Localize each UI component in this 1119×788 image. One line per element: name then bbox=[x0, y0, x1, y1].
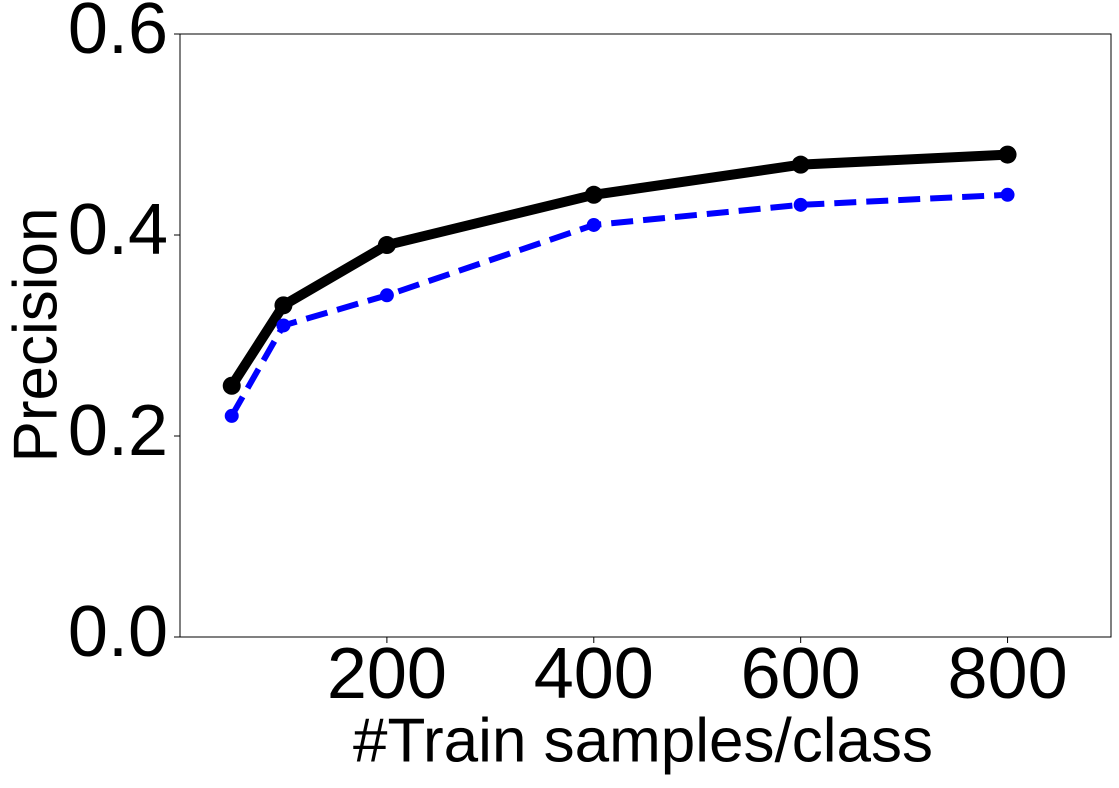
x-tick-label: 800 bbox=[947, 634, 1067, 714]
data-point bbox=[377, 236, 396, 255]
data-point bbox=[379, 288, 394, 303]
data-point bbox=[791, 155, 810, 174]
data-point bbox=[276, 318, 291, 333]
series-line bbox=[229, 191, 1008, 418]
data-point bbox=[224, 408, 239, 423]
y-axis-label: Precision bbox=[1, 208, 70, 463]
x-tick-label: 400 bbox=[534, 634, 654, 714]
data-point bbox=[586, 217, 601, 232]
y-tick-label: 0.0 bbox=[68, 592, 168, 672]
plot-frame bbox=[179, 33, 1112, 638]
x-tick-label: 200 bbox=[327, 634, 447, 714]
y-tick-label: 0.6 bbox=[68, 0, 168, 69]
data-point bbox=[584, 185, 603, 204]
data-point bbox=[222, 376, 241, 395]
series-line bbox=[227, 149, 1008, 389]
y-tick-label: 0.2 bbox=[68, 391, 168, 471]
y-tick-label: 0.4 bbox=[68, 190, 168, 270]
x-tick-label: 600 bbox=[741, 634, 861, 714]
data-point bbox=[793, 197, 808, 212]
data-point bbox=[274, 296, 293, 315]
x-axis-label: #Train samples/class bbox=[353, 706, 933, 775]
data-point bbox=[1000, 187, 1015, 202]
data-point bbox=[998, 145, 1017, 164]
